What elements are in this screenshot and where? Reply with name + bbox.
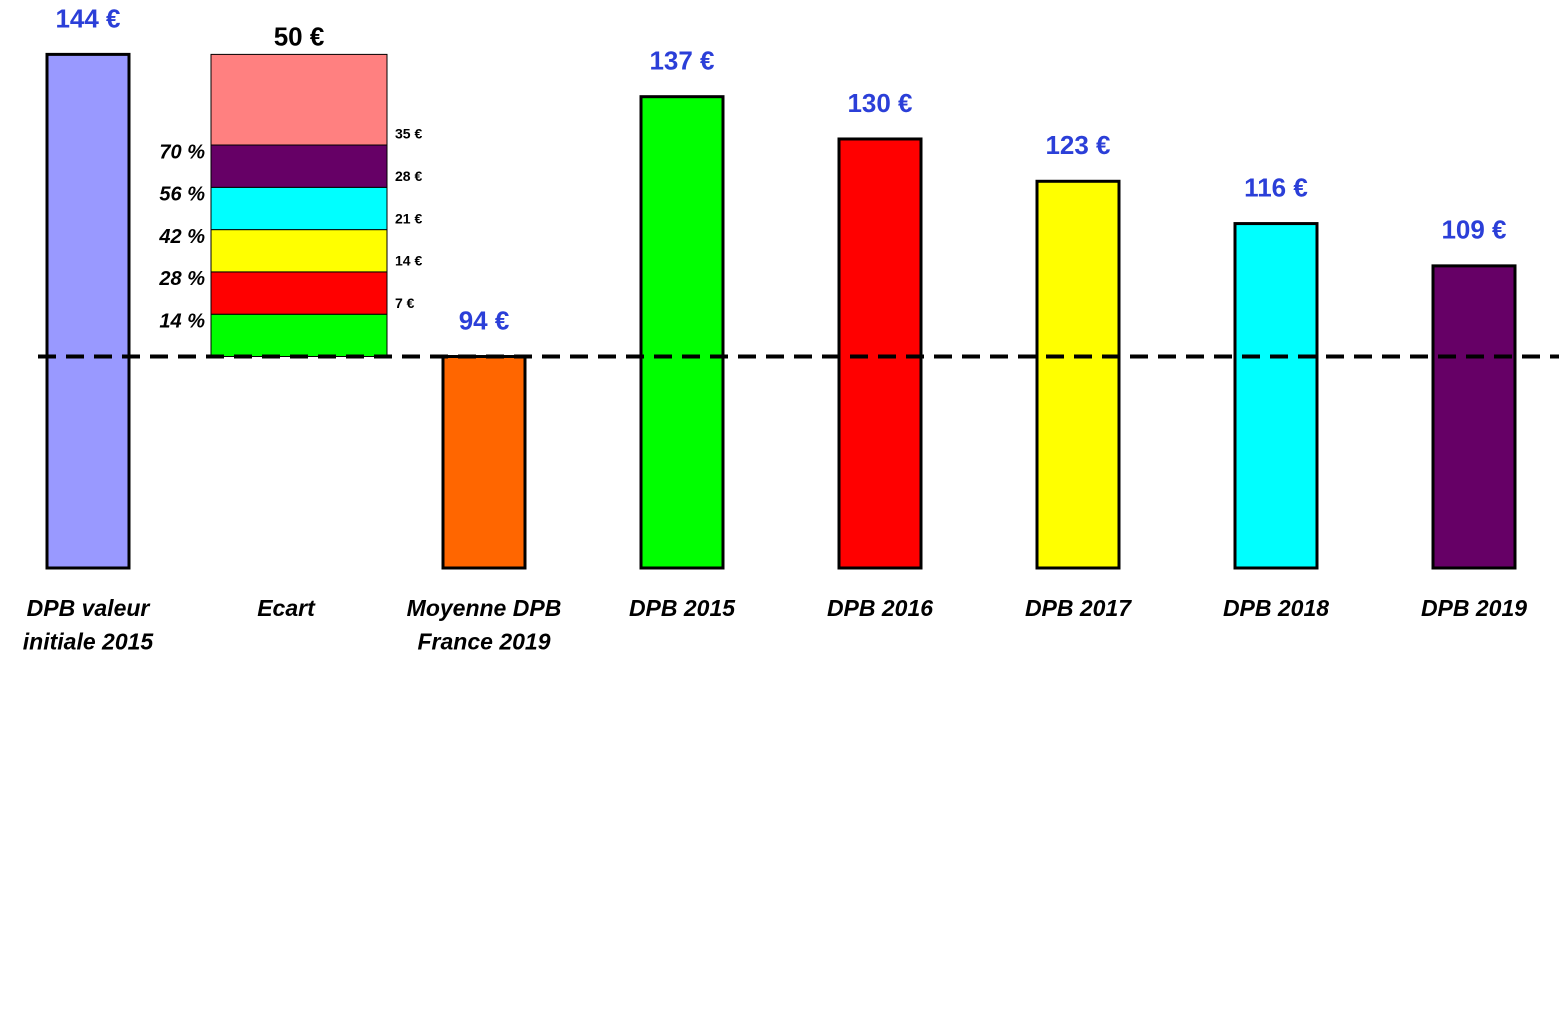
bar (837, 137, 923, 570)
value-label: 130 € (847, 88, 912, 118)
value-label: 116 € (1244, 172, 1308, 202)
x-tick-label: DPB valeur initiale 2015 (23, 595, 155, 654)
stack-segment (210, 271, 388, 315)
bar (441, 355, 527, 570)
level-label: 35 € (395, 126, 422, 142)
stack-total-label: 50 € (274, 21, 325, 51)
stack-segment (210, 144, 388, 188)
share-label: 70 % (159, 141, 205, 163)
x-tick-label: DPB 2015 (629, 595, 736, 621)
stack-segment (210, 53, 388, 146)
value-label: 144 € (55, 3, 120, 33)
value-label: 109 € (1441, 215, 1506, 245)
bar (45, 52, 131, 570)
share-label: 56 % (159, 184, 205, 206)
bar (639, 95, 725, 570)
value-label: 123 € (1045, 130, 1110, 160)
level-label: 7 € (395, 295, 415, 311)
x-tick-label: DPB 2018 (1223, 595, 1329, 621)
x-tick-label: DPB 2019 (1421, 595, 1527, 621)
stack-segment (210, 229, 388, 273)
share-label: 42 % (158, 226, 205, 248)
value-label: 137 € (649, 46, 714, 76)
share-label: 28 % (158, 268, 205, 290)
x-tick-label: DPB 2017 (1025, 595, 1132, 621)
bar (1431, 264, 1517, 570)
x-tick-label: Ecart (257, 595, 316, 621)
level-label: 21 € (395, 210, 422, 226)
stack-segment (210, 313, 388, 358)
level-label: 28 € (395, 168, 422, 184)
level-label: 14 € (395, 253, 422, 269)
bar (1035, 179, 1121, 570)
stack-segment (210, 186, 388, 231)
x-tick-label: DPB 2016 (827, 595, 933, 621)
share-label: 14 % (159, 310, 205, 332)
x-tick-label: Moyenne DPB France 2019 (407, 595, 562, 654)
value-label: 94 € (459, 305, 510, 335)
bar (1233, 222, 1319, 570)
